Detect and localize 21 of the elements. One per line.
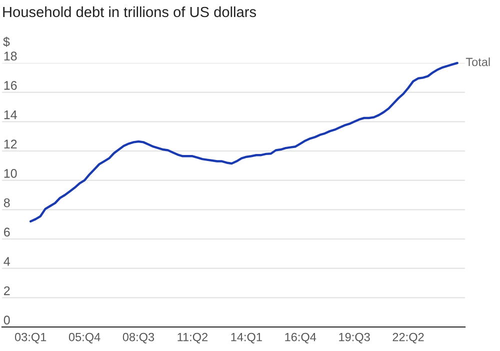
x-tick-label: 11:Q2 [178, 332, 208, 344]
y-tick-label: 12 [4, 140, 17, 148]
y-tick-label: 8 [4, 198, 10, 208]
x-tick-label: 16:Q4 [285, 332, 316, 344]
y-tick-label: 16 [4, 81, 17, 90]
x-tick-label: 22:Q2 [392, 332, 424, 344]
y-axis-title: $ [3, 36, 10, 47]
y-tick-label: 2 [4, 286, 10, 296]
y-tick-label: 4 [4, 257, 10, 266]
x-tick-label: 19:Q3 [339, 332, 370, 344]
x-tick-label: 14:Q1 [231, 332, 262, 344]
series-label: Total [466, 58, 490, 66]
y-tick-label: 0 [4, 316, 10, 325]
x-tick-label: 05:Q4 [68, 332, 100, 344]
y-tick-label: 6 [4, 228, 10, 237]
chart-title: Household debt in trillions of US dollars [3, 6, 256, 18]
y-tick-label: 14 [4, 110, 17, 120]
x-tick-label: 03:Q1 [14, 332, 46, 344]
y-tick-label: 10 [4, 169, 17, 178]
y-tick-label: 18 [4, 52, 17, 61]
x-tick-label: 08:Q3 [122, 332, 154, 344]
